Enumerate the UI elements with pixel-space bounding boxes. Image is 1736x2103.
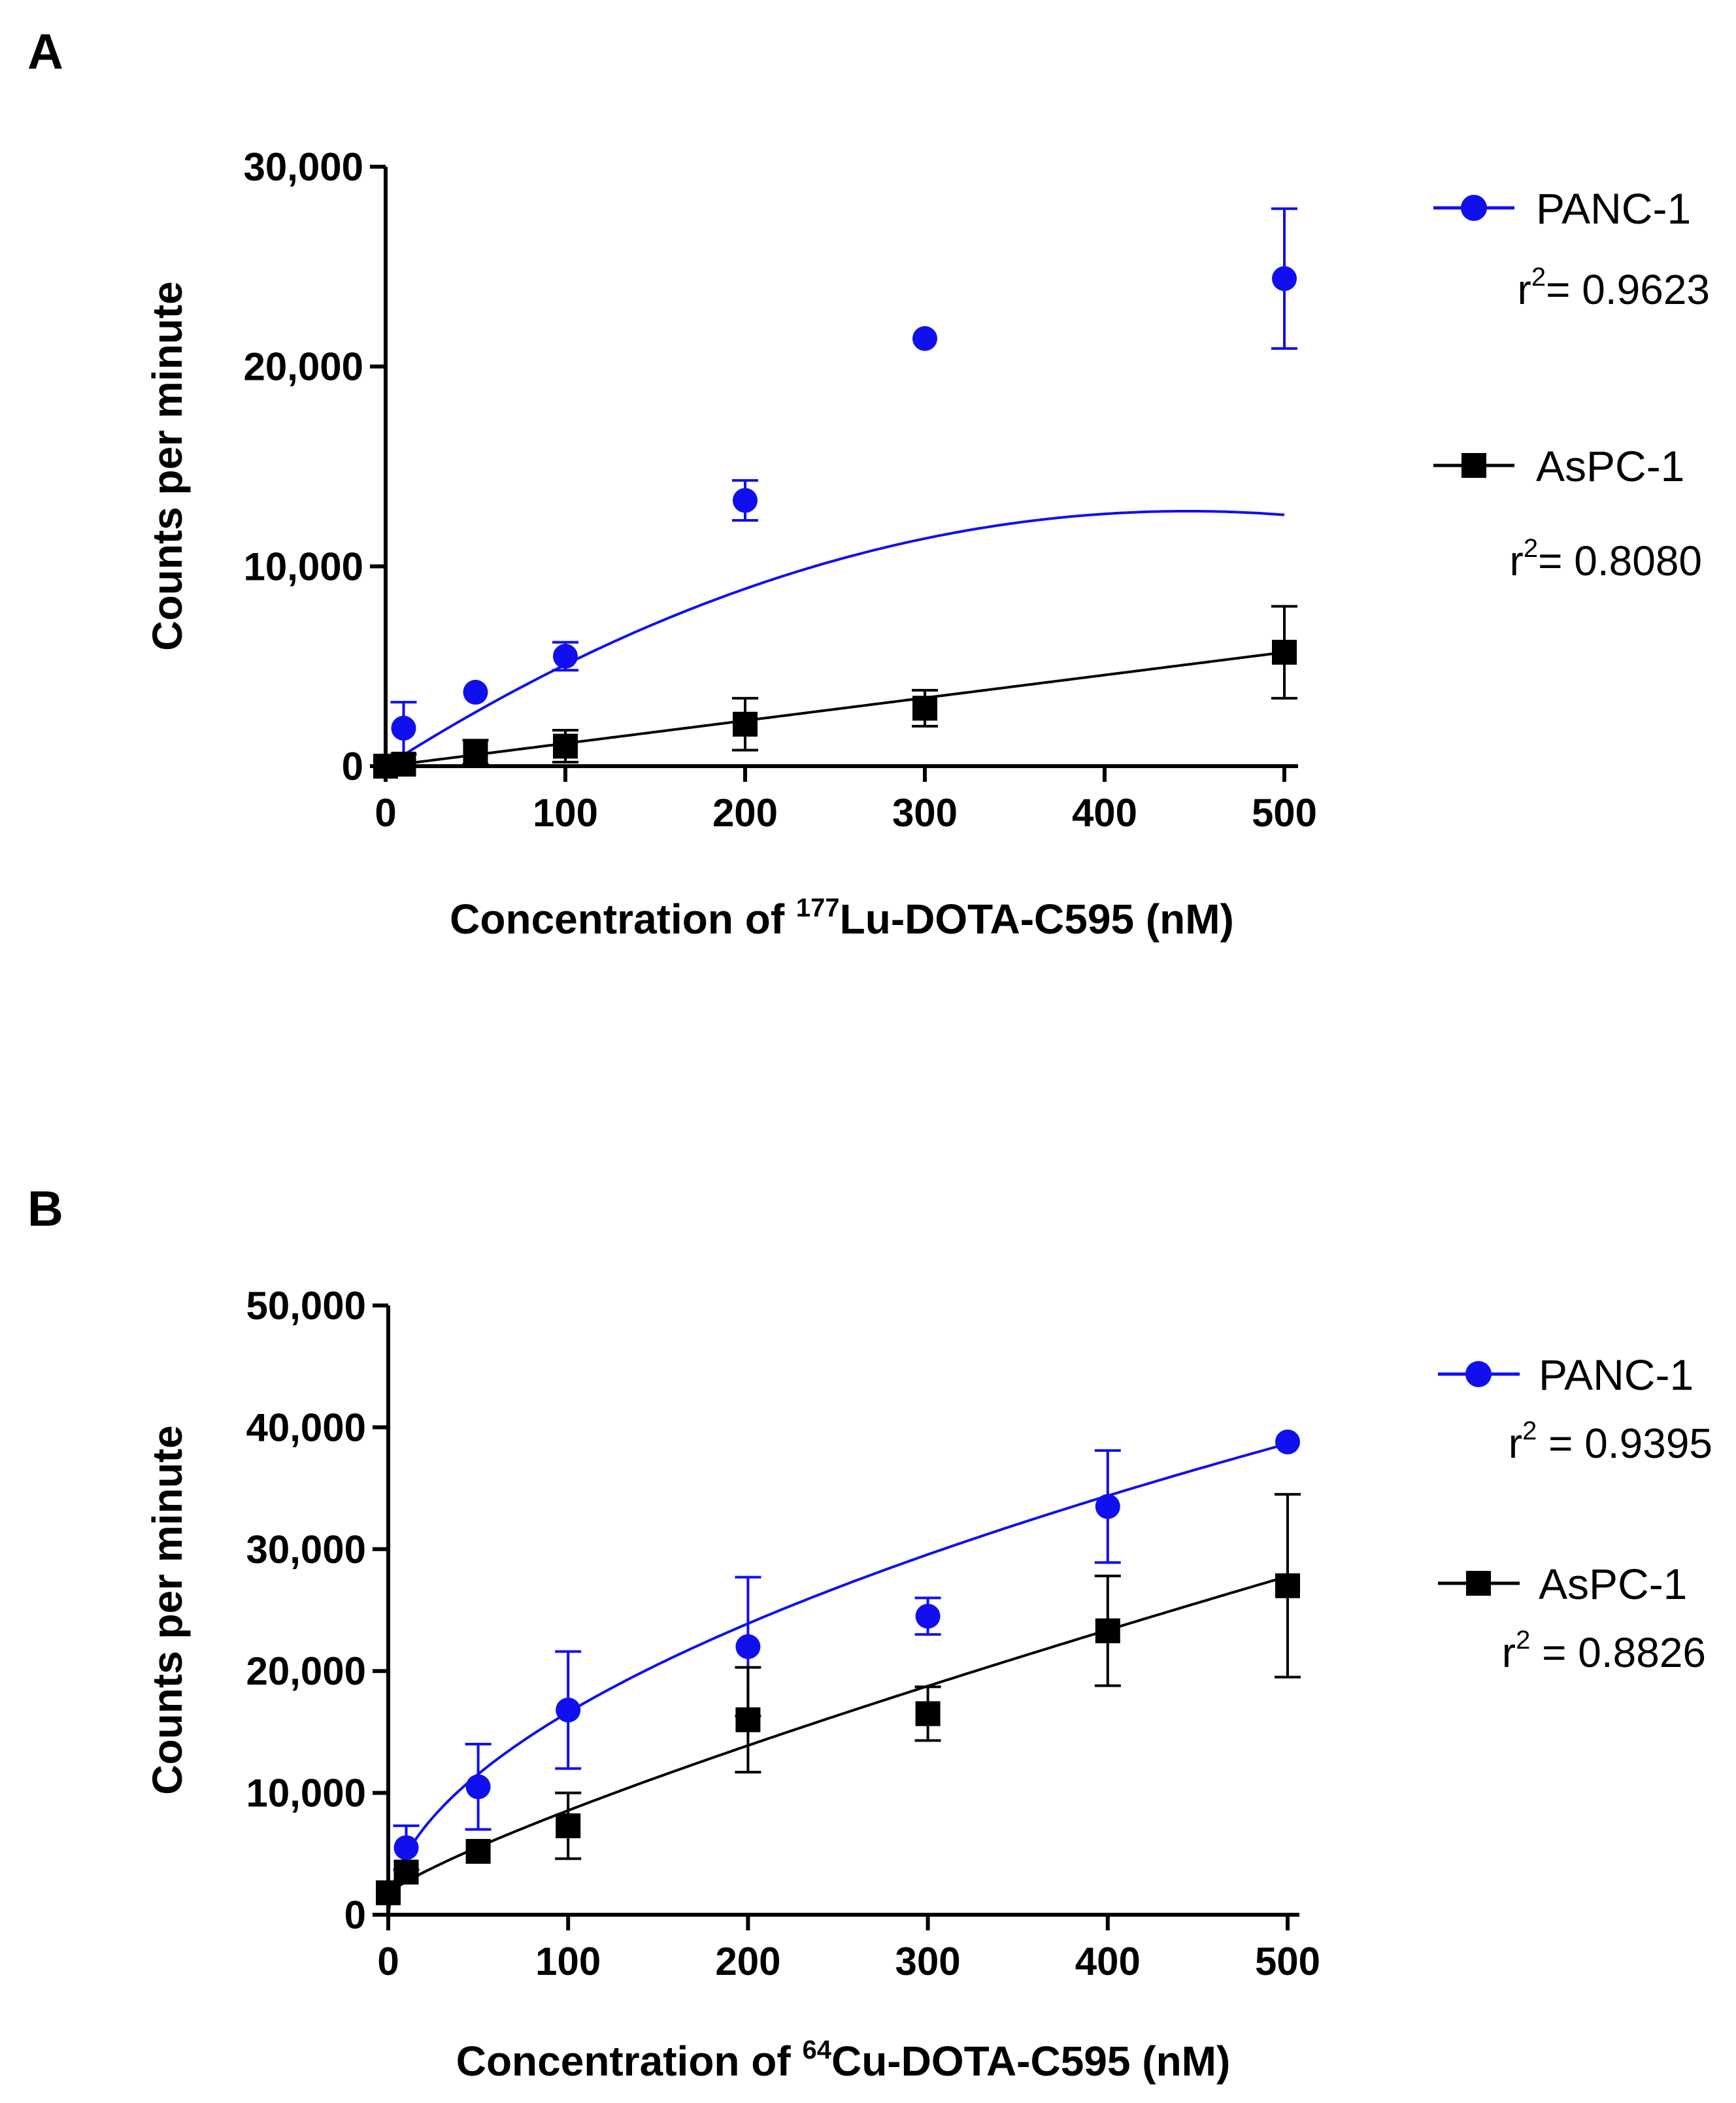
panel-b-error-bars xyxy=(393,1449,1301,1872)
data-point-panc1 xyxy=(912,326,937,351)
panel-b-data-points xyxy=(376,1429,1300,1906)
data-point-aspc1 xyxy=(1272,639,1297,665)
panel-b: B 0 100 200 300 400 500 0 10,000 20,000 30,000 40,… xyxy=(27,1181,1712,2085)
panel-b-fit-lines xyxy=(387,1442,1288,1915)
y-tick-label: 20,000 xyxy=(243,345,363,389)
panel-a-fit-lines xyxy=(384,510,1285,767)
x-tick-label: 100 xyxy=(533,791,598,835)
data-point-aspc1 xyxy=(733,711,758,737)
panel-b-legend-marker-aspc1 xyxy=(1466,1571,1491,1596)
panel-b-r2-aspc1: r2 = 0.8826 xyxy=(1502,1626,1706,1676)
y-tick-label: 0 xyxy=(342,745,363,788)
y-tick-label: 40,000 xyxy=(246,1405,366,1449)
panel-b-x-axis-title: Concentration of 64Cu-DOTA-C595 (nM) xyxy=(456,2036,1231,2085)
x-tick-label: 300 xyxy=(895,1940,961,1983)
y-tick-label: 10,000 xyxy=(246,1772,366,1815)
data-point-panc1 xyxy=(391,715,416,741)
data-point-panc1 xyxy=(1272,266,1297,292)
data-point-aspc1 xyxy=(915,1701,941,1726)
data-point-panc1 xyxy=(463,679,488,705)
data-point-aspc1 xyxy=(393,1859,419,1885)
data-point-panc1 xyxy=(1275,1429,1300,1455)
x-tick-label: 200 xyxy=(712,791,778,835)
panel-a-legend-label-aspc1: AsPC-1 xyxy=(1536,442,1684,490)
fit-line-panc1 xyxy=(384,510,1285,767)
panel-a-r2-aspc1: r2= 0.8080 xyxy=(1510,534,1702,584)
fit-line-aspc1 xyxy=(385,650,1285,767)
panel-a-legend-marker-aspc1 xyxy=(1461,453,1486,478)
fit-line-panc1 xyxy=(387,1442,1288,1915)
panel-a-legend: PANC-1 r2= 0.9623 AsPC-1 r2= 0.8080 xyxy=(1433,184,1710,584)
panel-a-ticks: 0 100 200 300 400 500 0 10,000 20,000 30,000 xyxy=(243,145,1317,835)
panel-b-legend-marker-panc1 xyxy=(1465,1361,1492,1387)
x-tick-label: 400 xyxy=(1072,791,1137,835)
data-point-panc1 xyxy=(393,1835,419,1860)
panel-b-legend-label-panc1: PANC-1 xyxy=(1539,1351,1694,1399)
data-point-aspc1 xyxy=(1095,1618,1120,1643)
data-point-aspc1 xyxy=(1275,1573,1300,1598)
data-point-panc1 xyxy=(735,1634,761,1659)
data-point-panc1 xyxy=(733,488,758,513)
panel-b-letter: B xyxy=(27,1181,63,1237)
data-point-panc1 xyxy=(553,643,578,669)
data-point-aspc1 xyxy=(912,696,937,721)
panel-b-legend: PANC-1 r2 = 0.9395 AsPC-1 r2 = 0.8826 xyxy=(1438,1351,1712,1676)
x-tick-label: 400 xyxy=(1075,1940,1141,1983)
data-point-aspc1 xyxy=(556,1813,581,1838)
panel-a-letter: A xyxy=(27,24,63,80)
panel-a-legend-label-panc1: PANC-1 xyxy=(1536,184,1691,233)
data-point-panc1 xyxy=(1095,1494,1120,1519)
panel-b-ticks: 0 100 200 300 400 500 0 10,000 20,000 30,000 40,00… xyxy=(246,1284,1320,1983)
x-tick-label: 300 xyxy=(892,791,958,835)
panel-a-data-points xyxy=(373,266,1297,779)
data-point-aspc1 xyxy=(735,1707,761,1732)
data-point-panc1 xyxy=(915,1604,941,1629)
x-tick-label: 500 xyxy=(1255,1940,1320,1983)
data-point-aspc1 xyxy=(391,751,416,777)
y-tick-label: 0 xyxy=(344,1893,366,1937)
data-point-aspc1 xyxy=(465,1839,491,1864)
y-tick-label: 50,000 xyxy=(246,1284,366,1328)
data-point-panc1 xyxy=(465,1774,491,1800)
fit-line-aspc1 xyxy=(387,1575,1288,1895)
panel-a-legend-marker-panc1 xyxy=(1461,195,1487,221)
x-tick-label: 200 xyxy=(715,1940,780,1983)
panel-a: A 0 100 200 300 400 500 0 10,000 20,000 30,000 Co… xyxy=(27,24,1710,943)
x-tick-label: 100 xyxy=(535,1940,601,1983)
y-tick-label: 10,000 xyxy=(243,545,363,588)
y-tick-label: 20,000 xyxy=(246,1649,366,1693)
panel-b-r2-panc1: r2 = 0.9395 xyxy=(1509,1417,1712,1467)
panel-a-x-axis-title: Concentration of 177Lu-DOTA-C595 (nM) xyxy=(450,894,1234,943)
y-tick-label: 30,000 xyxy=(243,145,363,189)
panel-a-r2-panc1: r2= 0.9623 xyxy=(1518,263,1710,313)
x-tick-label: 0 xyxy=(375,791,396,835)
panel-b-legend-label-aspc1: AsPC-1 xyxy=(1539,1560,1687,1608)
data-point-panc1 xyxy=(556,1697,581,1723)
data-point-aspc1 xyxy=(463,739,488,765)
x-tick-label: 0 xyxy=(377,1940,399,1983)
panel-a-y-axis-title: Counts per minute xyxy=(144,281,191,650)
x-tick-label: 500 xyxy=(1252,791,1317,835)
panel-b-y-axis-title: Counts per minute xyxy=(144,1425,191,1794)
panel-a-error-bars xyxy=(390,207,1297,765)
data-point-aspc1 xyxy=(553,733,578,759)
y-tick-label: 30,000 xyxy=(246,1528,366,1572)
